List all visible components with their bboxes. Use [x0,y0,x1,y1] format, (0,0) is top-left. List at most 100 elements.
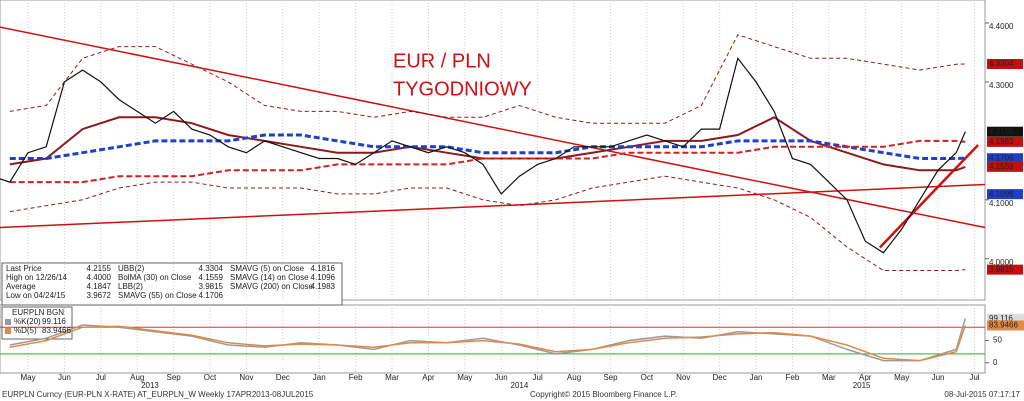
legend-label: LBB(2) [118,282,143,291]
year-label: 2015 [853,381,871,390]
year-label: 2013 [141,381,159,390]
footer: 08-Jul-2015 07:17:17 [944,390,1020,399]
legend-value: 3.9815 [199,282,224,291]
price-tag-label: 4.2155 [989,127,1014,136]
value-tag-label: 99.116 [989,314,1013,323]
x-tick-label: Jan [750,373,763,382]
x-tick-label: Oct [204,373,217,382]
legend-label: SMAVG (55) on Close [118,291,197,300]
legend-value: 99.116 [42,317,66,326]
y-tick-label: 50 [993,336,1002,345]
price-tag-label: 4.1559 [989,162,1014,171]
x-tick-label: Jun [932,373,945,382]
y-tick-label: 4.1000 [989,199,1014,208]
y-tick-label: 0 [993,358,998,367]
legend-value: 4.3304 [199,264,224,273]
legend-label: Average [6,282,36,291]
x-tick-label: May [457,373,472,382]
x-tick-label: Apr [422,373,435,382]
x-tick-label: Sep [167,373,182,382]
footer: EURPLN Curncy (EUR-PLN X-RATE) AT_EURPLN… [2,390,314,399]
legend-box [1,262,343,306]
indicator-line [9,133,966,160]
legend-value: 4.1096 [311,273,336,282]
price-line [0,56,966,254]
year-label: 2014 [511,381,529,390]
price-tag [987,153,1023,164]
legend-value: 3.9672 [87,291,112,300]
x-tick-label: Aug [567,373,581,382]
legend-value: 4.2155 [87,264,112,273]
x-tick-label: Jul [96,373,106,382]
price-panel [0,0,986,301]
x-tick-label: May [20,373,35,382]
price-tag-label: 3.9815 [989,265,1014,274]
stoch-title: EURPLN BGN [12,308,64,317]
x-tick-label: Aug [130,373,144,382]
indicator-line [9,175,966,271]
legend-label: SMAVG (14) on Close [230,273,309,282]
x-tick-label: Jan [313,373,326,382]
price-tag [987,189,1023,200]
x-tick-label: Jun [495,373,508,382]
trendline [0,183,986,229]
x-tick-label: Nov [239,373,253,382]
stoch-panel [0,304,986,374]
y-tick-label: 4.4000 [989,22,1014,31]
legend-swatch [5,319,11,325]
legend-label: Last Price [6,264,42,273]
trendline [878,144,979,249]
price-tag-label: 4.1983 [989,137,1014,146]
legend-value: 4.1983 [311,282,336,291]
indicator-line [9,34,966,124]
legend-label: %K(20) [14,317,41,326]
x-tick-label: Feb [349,373,363,382]
x-tick-label: Nov [676,373,690,382]
annotation: EUR / PLN [393,50,491,72]
stoch-line [9,325,967,362]
value-tag [987,320,1024,331]
price-tag [987,126,1023,137]
x-tick-label: May [894,373,909,382]
indicator-line [9,139,966,184]
x-tick-label: Dec [276,373,290,382]
y-tick-label: 4.3000 [989,81,1014,90]
y-tick-label: 4.0000 [989,258,1014,267]
legend-value: 4.1847 [87,282,112,291]
x-tick-label: Jun [58,373,71,382]
price-tag [987,264,1023,275]
legend-label: UBB(2) [118,264,145,273]
annotation: TYGODNIOWY [393,78,532,100]
price-tag-label: 4.1096 [989,189,1014,198]
legend-value: 83.9466 [42,326,71,335]
value-tag [987,313,1024,324]
legend-label: BolMA (30) on Close [118,273,192,282]
x-tick-label: Jul [533,373,543,382]
trendline [0,26,986,229]
legend-value: 4.1706 [199,291,224,300]
legend-label: SMAVG (5) on Close [230,264,305,273]
price-tag-label: 4.3304 [989,59,1014,68]
x-tick-label: Sep [603,373,618,382]
price-tag [987,136,1023,147]
x-tick-label: Mar [822,373,836,382]
x-tick-label: Mar [385,373,399,382]
price-tag [987,59,1023,70]
price-tag [987,161,1023,172]
footer: Copyright© 2015 Bloomberg Finance L.P. [530,390,677,399]
x-tick-label: Jul [969,373,979,382]
x-tick-label: Oct [641,373,654,382]
legend-value: 4.4000 [87,273,112,282]
legend-swatch [5,328,11,334]
x-tick-label: Apr [859,373,872,382]
x-tick-label: Feb [786,373,800,382]
legend-value: 4.1559 [199,273,224,282]
price-tag-label: 4.1706 [989,153,1014,162]
legend-value: 4.1816 [311,264,336,273]
value-tag-label: 83.9466 [989,321,1018,330]
legend-label: %D(5) [14,326,37,335]
legend-label: SMAVG (200) on Close [230,282,314,291]
legend-label: High on 12/26/14 [6,273,67,282]
x-tick-label: Dec [713,373,727,382]
